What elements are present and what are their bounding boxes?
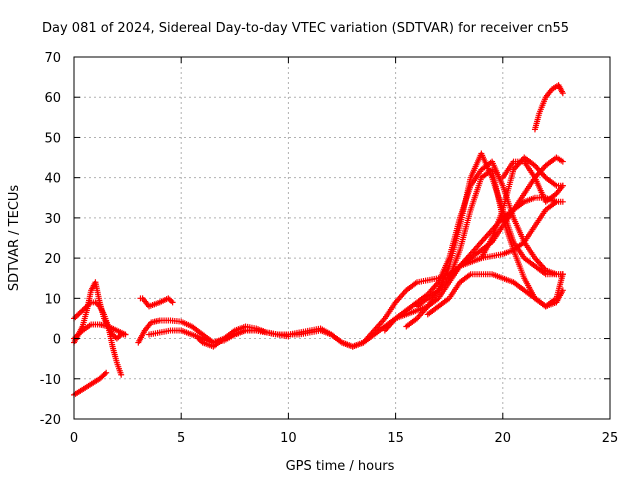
y-tick-label: 70: [44, 51, 61, 66]
data-point: [559, 182, 566, 189]
y-tick-label: 10: [44, 292, 61, 307]
x-tick-label: 15: [387, 431, 404, 446]
grid: [74, 57, 610, 419]
y-tick-label: 30: [44, 212, 61, 227]
data-point: [559, 158, 566, 165]
data-point: [122, 331, 129, 338]
series-track-e: [137, 295, 176, 310]
data-point: [285, 333, 292, 340]
data-point: [101, 370, 108, 377]
series-track-o: [499, 158, 566, 205]
series-track-p: [531, 82, 566, 133]
y-tick-label: -10: [40, 373, 61, 388]
chart-title: Day 081 of 2024, Sidereal Day-to-day VTE…: [42, 21, 569, 36]
y-tick-label: 50: [44, 131, 61, 146]
x-tick-label: 5: [177, 431, 185, 446]
data-points: [71, 82, 566, 398]
data-point: [559, 271, 566, 278]
data-point: [118, 371, 125, 378]
data-point: [559, 198, 566, 205]
x-axis-label: GPS time / hours: [286, 459, 395, 474]
x-tick-label: 0: [70, 431, 78, 446]
series-track-n: [478, 154, 566, 262]
series-track-b: [71, 369, 110, 398]
data-point: [559, 90, 566, 97]
y-tick-label: 20: [44, 252, 61, 267]
data-point: [103, 369, 110, 376]
y-tick-label: 0: [53, 333, 61, 348]
y-tick-label: 60: [44, 91, 61, 106]
y-tick-label: -20: [40, 413, 61, 428]
y-axis-label: SDTVAR / TECUs: [7, 185, 22, 292]
plot-frame: [73, 56, 611, 420]
data-point: [169, 299, 176, 306]
series-track-k: [414, 166, 566, 310]
series-track-h: [195, 327, 292, 350]
x-tick-label: 25: [602, 431, 619, 446]
data-point: [559, 287, 566, 294]
y-tick-label: 40: [44, 172, 61, 187]
x-tick-label: 10: [280, 431, 297, 446]
series-track-d: [71, 321, 129, 342]
series-track-g: [146, 194, 566, 350]
x-tick-label: 20: [495, 431, 512, 446]
axis-ticks: 0 5 10 15 20 25 -20 -10 0 10 20 30 40 50 60 70: [40, 51, 619, 446]
series-track-l: [424, 271, 566, 318]
